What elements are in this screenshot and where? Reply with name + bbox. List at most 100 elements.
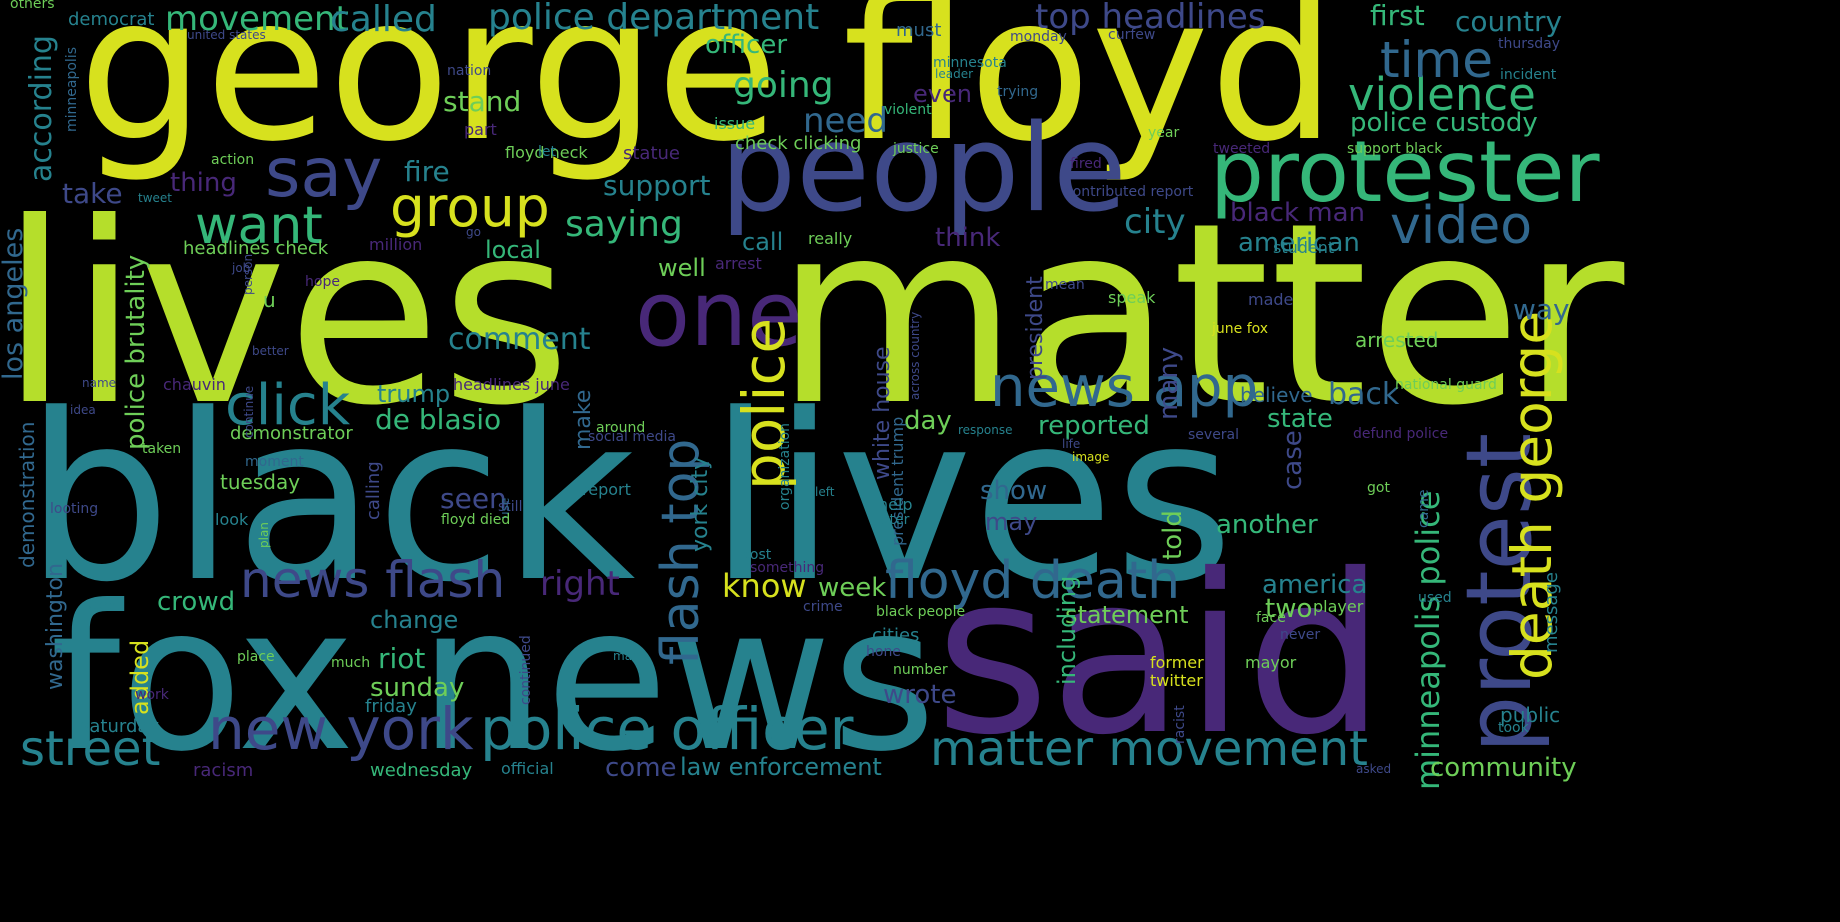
word-speak: speak [1108, 288, 1156, 307]
word-demonstration: demonstration [15, 421, 39, 568]
word-black-man: black man [1230, 198, 1366, 228]
word-public: public [1500, 703, 1561, 727]
word-time: time [1380, 31, 1493, 89]
word-part: part [464, 120, 497, 139]
word-twitter: twitter [1150, 671, 1203, 690]
word-minneapolis: minneapolis [64, 47, 80, 132]
word-student: student [1273, 238, 1335, 257]
word-friday: friday [365, 696, 417, 717]
word-people: people [720, 100, 1127, 239]
word-justice: justice [893, 141, 939, 157]
word-cities: cities [872, 625, 920, 646]
word-trump: trump [377, 380, 451, 408]
word-black-people: black people [876, 604, 966, 620]
word-york-city: york city [688, 456, 713, 552]
word-organization: organization [777, 422, 793, 510]
word-support: support [603, 169, 711, 202]
word-plan: plan [257, 522, 271, 548]
word-day: day [904, 406, 952, 436]
word-matter-movement: matter movement [930, 721, 1368, 777]
word-change: change [370, 606, 459, 634]
word-million: million [369, 235, 423, 254]
word-hope: hope [305, 274, 340, 290]
word-store: store [85, 598, 116, 612]
word-local: local [485, 236, 541, 264]
word-person: person [241, 253, 255, 295]
word-continued: continued [518, 635, 534, 705]
word-called: called [330, 0, 437, 40]
word-reported: reported [1038, 411, 1150, 441]
word-click: click [225, 373, 351, 438]
word-de-blasio: de blasio [375, 403, 502, 436]
word-statue: statue [623, 143, 681, 164]
word-police-brutality: police brutality [121, 254, 151, 450]
word-post: post [741, 547, 772, 563]
word-police-custody: police custody [1350, 108, 1538, 138]
word-later: later [877, 512, 910, 528]
word-national-guard: national guard [1395, 377, 1497, 393]
word-matter: matter [775, 169, 1625, 460]
word-riot: riot [378, 642, 426, 675]
word-minnesota: minnesota [933, 55, 1007, 71]
word-including: including [1053, 575, 1081, 685]
word-look: look [215, 510, 249, 529]
word-incident: incident [1500, 67, 1557, 83]
word-life: life [1062, 437, 1081, 451]
word-president: president [1023, 276, 1048, 380]
word-took: took [1498, 720, 1529, 736]
word-know: know [722, 567, 807, 605]
word-nation: nation [447, 63, 492, 79]
word-thing: thing [170, 168, 237, 198]
word-floyd-death: floyd death [885, 551, 1181, 611]
word-come: come [605, 753, 677, 783]
word-still: still [498, 499, 523, 515]
word-others: others [10, 0, 55, 12]
word-even: even [913, 80, 972, 108]
word-well: well [658, 254, 706, 282]
word-looting: looting [50, 501, 99, 517]
word-police-officer: police officer [480, 695, 854, 763]
word-news-flash: news flash [240, 551, 506, 609]
word-response: response [958, 423, 1013, 437]
word-george-floyd: george floyd [78, 0, 1337, 186]
word-think: think [935, 223, 1001, 253]
word-america: america [1262, 570, 1368, 600]
word-headlines-check: headlines check [183, 238, 329, 259]
word-social-media: social media [588, 429, 676, 445]
word-wednesday: wednesday [370, 760, 473, 781]
word-chauvin: chauvin [163, 375, 226, 394]
word-seen: seen [440, 482, 507, 515]
word-washington: washington [43, 563, 68, 690]
word-report: report [582, 480, 631, 499]
word-officer: officer [705, 30, 788, 60]
word-better: better [252, 344, 289, 358]
word-movement: movement [165, 0, 349, 39]
word-former: former [1150, 653, 1204, 672]
word-way: way [1513, 293, 1570, 326]
word-taken: taken [142, 441, 182, 457]
word-go: go [466, 225, 481, 239]
word-mayor: mayor [1245, 653, 1297, 672]
word-another: another [1216, 510, 1318, 540]
word-need: need [803, 101, 888, 141]
word-monday: monday [1010, 29, 1067, 45]
word-street: street [20, 721, 161, 777]
word-work: work [135, 687, 169, 703]
word-saying: saying [565, 204, 683, 245]
word-much: much [331, 655, 371, 671]
word-country: country [1455, 5, 1563, 38]
word-man: man [613, 649, 640, 663]
word-tweet: tweet [138, 191, 172, 205]
word-used: used [1418, 590, 1452, 606]
word-trying: trying [997, 84, 1039, 100]
word-something: something [750, 560, 825, 576]
word-state: state [1267, 404, 1333, 434]
word-moment: moment [245, 454, 304, 470]
word-united-states: united states [187, 28, 266, 42]
word-one: one [635, 262, 803, 367]
word-said: said [935, 527, 1386, 783]
word-violent: violent [884, 102, 932, 118]
word-job: job [232, 261, 251, 275]
word-headlines-june: headlines june [453, 375, 570, 394]
word-stand: stand [443, 85, 522, 118]
